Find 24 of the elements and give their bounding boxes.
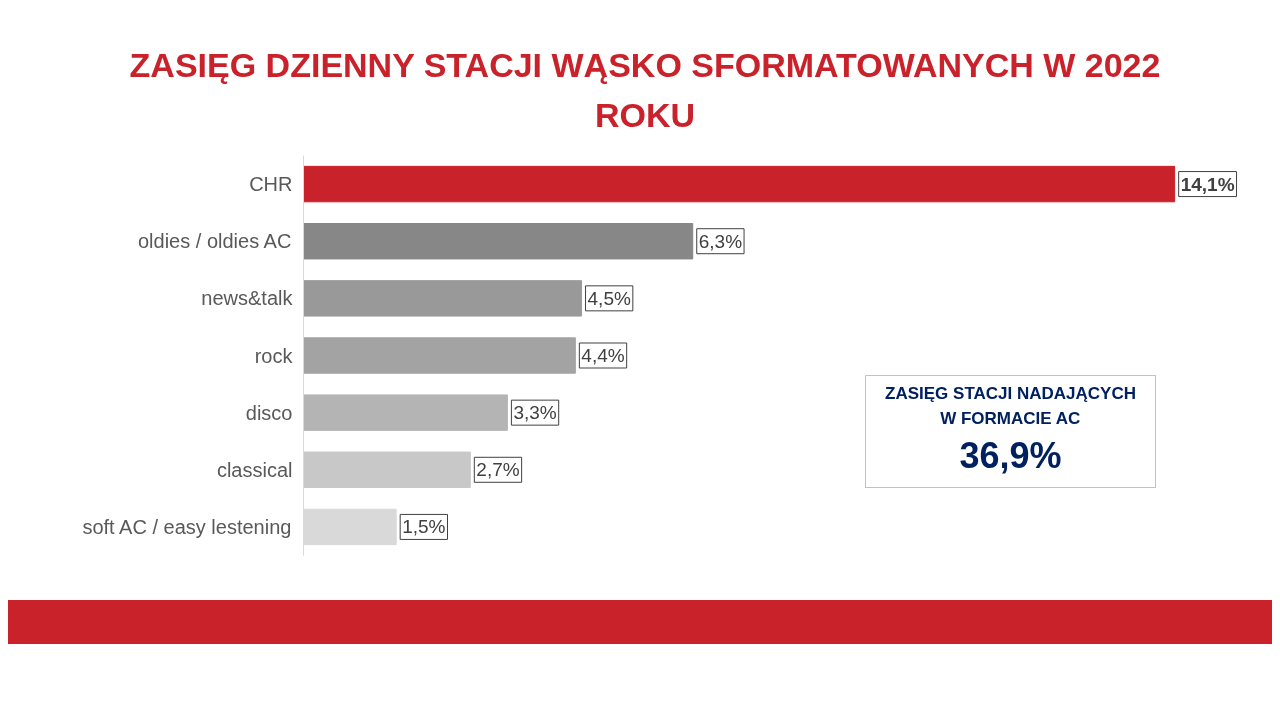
data-label: 4,4% xyxy=(581,345,625,366)
bar xyxy=(303,394,508,431)
annotation: ZASIĘG STACJI NADAJĄCYCH xyxy=(885,384,1136,403)
bar xyxy=(303,223,694,260)
data-label: 14,1% xyxy=(1180,173,1235,195)
data-label: 3,3% xyxy=(513,402,557,424)
y-tick-label: soft AC / easy lestening xyxy=(82,515,292,538)
data-label: 2,7% xyxy=(476,459,520,481)
data-label: 4,5% xyxy=(587,287,631,309)
y-tick-label: rock xyxy=(254,344,294,367)
bar xyxy=(303,165,1176,203)
annotation: 36,9% xyxy=(959,435,1062,476)
y-tick-label: classical xyxy=(216,458,293,481)
data-label: 1,5% xyxy=(402,516,446,538)
y-tick-label: CHR xyxy=(249,173,293,196)
annotation: W FORMACIE AC xyxy=(940,409,1081,428)
chart-title: ZASIĘG DZIENNY STACJI WĄSKO SFORMATOWANYCH W 2022 ROKU xyxy=(128,45,1162,136)
bar xyxy=(303,337,576,374)
y-tick-label: oldies / oldies AC xyxy=(137,230,292,253)
y-tick-label: disco xyxy=(245,401,293,424)
bar xyxy=(303,280,583,317)
y-tick-label: news&talk xyxy=(201,287,294,310)
bar xyxy=(303,451,471,488)
data-label: 6,3% xyxy=(698,230,743,252)
